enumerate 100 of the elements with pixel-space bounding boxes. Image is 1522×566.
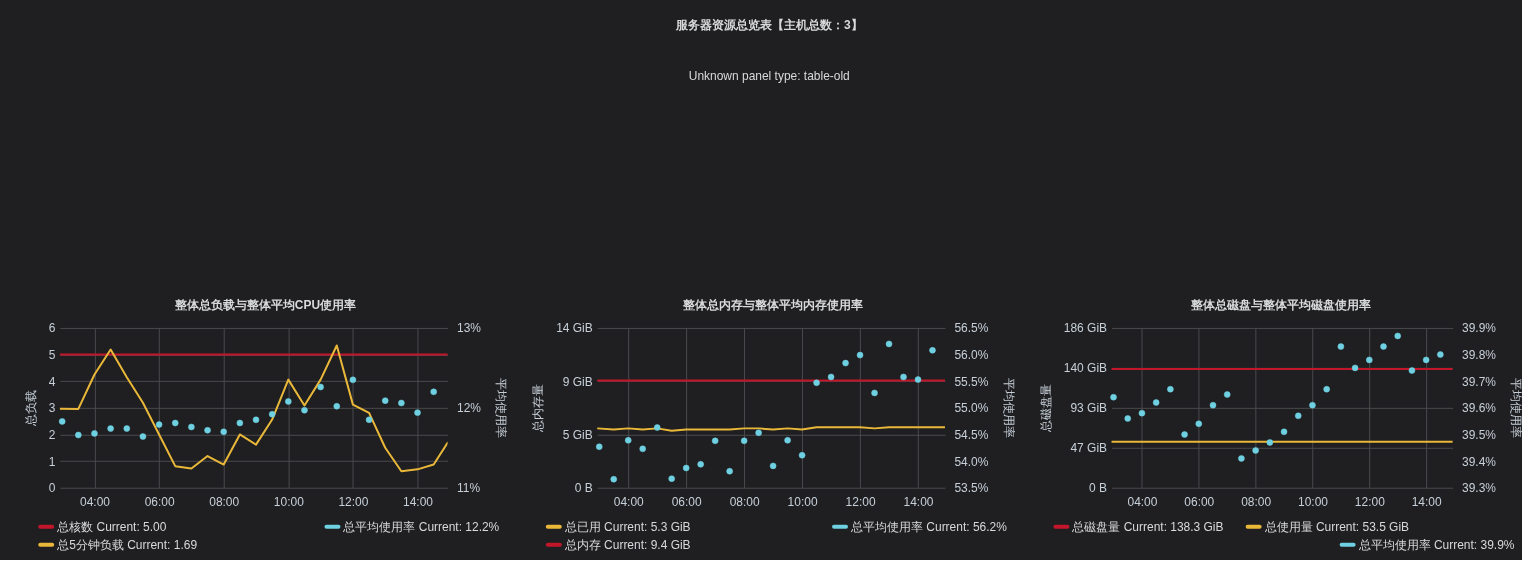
point — [1238, 455, 1245, 462]
chart-title: 整体总内存与整体平均内存使用率 — [682, 297, 863, 312]
y-tick-label: 4 — [48, 374, 56, 389]
point — [1167, 385, 1174, 393]
y2-tick-label: 39.6% — [1462, 401, 1497, 416]
point — [1266, 439, 1274, 446]
legend-label: 总内存 Current: 9.4 GiB — [563, 537, 691, 552]
x-tick-label: 04:00 — [1127, 495, 1158, 510]
text: 服务器资源总览表【主机总数：3】 — [674, 18, 863, 33]
legend-label: 总平均使用率 Current: 39.9% — [1357, 537, 1515, 552]
y-tick-label: 47 GiB — [1070, 441, 1108, 456]
point — [252, 416, 260, 424]
x-tick-label: 04:00 — [80, 495, 111, 510]
y2-tick-label: 39.9% — [1462, 321, 1497, 336]
y2-tick-label: 54.5% — [954, 427, 989, 442]
y-tick-label: 0 B — [1089, 481, 1108, 496]
point — [842, 359, 849, 367]
y-tick-label: 2 — [48, 427, 56, 442]
y2-tick-label: 56.0% — [954, 348, 989, 363]
point — [220, 428, 227, 436]
y2-tick-label: 12% — [457, 401, 482, 416]
x-tick-label: 08:00 — [209, 495, 240, 510]
point — [236, 419, 244, 427]
point — [697, 461, 704, 468]
legend-label: 总平均使用率 Current: 12.2% — [342, 519, 500, 534]
point — [1110, 393, 1117, 401]
point — [639, 445, 646, 453]
y2-tick-label: 53.5% — [954, 481, 989, 496]
point — [668, 475, 675, 482]
point — [653, 424, 661, 431]
y-tick-label: 14 GiB — [556, 321, 593, 336]
point — [1394, 332, 1401, 340]
point — [268, 410, 276, 418]
point — [1195, 420, 1203, 428]
point — [624, 437, 632, 444]
point — [740, 437, 748, 445]
x-tick-label: 04:00 — [613, 495, 645, 510]
point — [91, 430, 98, 437]
point — [1351, 364, 1359, 372]
point — [784, 437, 791, 444]
point — [682, 464, 690, 472]
y2-tick-label: 55.0% — [954, 401, 989, 416]
point — [1323, 385, 1330, 393]
point — [1280, 428, 1288, 436]
x-tick-label: 06:00 — [1184, 495, 1215, 510]
x-tick-label: 08:00 — [729, 495, 760, 510]
y2-tick-label: 39.8% — [1462, 348, 1497, 363]
legend-label: 总磁盘量 Current: 138.3 GiB — [1071, 519, 1224, 534]
chart-title: 整体总磁盘与整体平均磁盘使用率 — [1189, 297, 1371, 312]
point — [1223, 391, 1231, 398]
point — [285, 398, 292, 405]
point — [1295, 412, 1302, 420]
x-tick-label: 12:00 — [845, 495, 876, 510]
y-axis-title: 总内存量 — [531, 384, 546, 434]
x-tick-label: 06:00 — [144, 495, 175, 510]
point — [1252, 447, 1259, 454]
line-series — [59, 344, 448, 473]
point — [188, 423, 195, 431]
point — [885, 340, 893, 348]
x-tick-label: 12:00 — [338, 495, 369, 510]
point — [317, 383, 324, 391]
point — [204, 426, 211, 434]
y-tick-label: 1 — [48, 454, 56, 469]
y-tick-label: 5 — [48, 348, 56, 363]
point — [900, 373, 907, 381]
y-tick-label: 186 GiB — [1063, 321, 1108, 336]
y-tick-label: 9 GiB — [562, 374, 593, 389]
text: Unknown panel type: table-old — [688, 69, 850, 84]
point — [871, 389, 878, 397]
point — [414, 409, 421, 416]
point — [1337, 343, 1345, 350]
x-tick-label: 14:00 — [1411, 495, 1442, 510]
point — [1437, 351, 1444, 358]
legend-label: 总使用量 Current: 53.5 GiB — [1263, 519, 1410, 534]
point — [139, 433, 147, 440]
y2-tick-label: 56.5% — [954, 321, 989, 336]
y-tick-label: 3 — [48, 401, 56, 416]
point — [769, 462, 777, 470]
y-tick-label: 6 — [48, 321, 56, 336]
legend-label: 总平均使用率 Current: 56.2% — [850, 519, 1008, 534]
point — [856, 351, 864, 359]
point — [1408, 367, 1416, 374]
point — [610, 475, 617, 483]
legend-label: 总核数 Current: 5.00 — [56, 519, 167, 534]
y2-axis-title: 平均使用率 — [1001, 378, 1016, 439]
point — [1152, 399, 1160, 406]
point — [123, 425, 131, 432]
y-tick-label: 0 B — [574, 481, 593, 496]
point — [301, 406, 308, 414]
point — [1309, 401, 1316, 409]
legend-label: 总已用 Current: 5.3 GiB — [563, 519, 691, 534]
point — [349, 376, 357, 384]
point — [1124, 415, 1131, 422]
point — [58, 418, 66, 425]
point — [827, 373, 835, 381]
point — [1138, 409, 1146, 417]
legend-label: 总5分钟负载 Current: 1.69 — [56, 537, 198, 552]
y2-tick-label: 39.5% — [1462, 427, 1497, 442]
point — [1181, 431, 1188, 438]
y2-tick-label: 55.5% — [954, 374, 989, 389]
